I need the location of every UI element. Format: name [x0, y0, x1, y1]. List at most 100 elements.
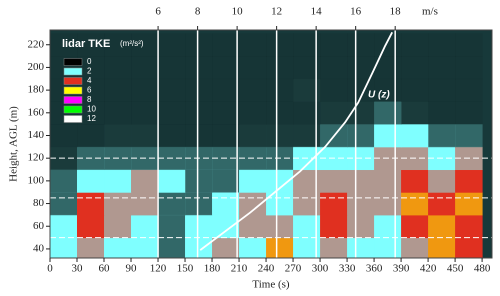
heatmap-cell [239, 237, 267, 258]
x-tick-label: 30 [72, 263, 84, 275]
heatmap-cell [212, 124, 240, 148]
heatmap-cell [320, 169, 348, 193]
legend-swatch [63, 86, 83, 95]
plot-frame [49, 29, 493, 259]
heatmap-cell [266, 33, 294, 57]
heatmap-cell [77, 237, 105, 258]
heatmap-cell [266, 169, 294, 193]
legend-label: 2 [87, 67, 92, 76]
heatmap-cell [77, 214, 105, 239]
heatmap-cell [104, 78, 132, 102]
top-tick-label: 8 [195, 6, 201, 18]
heatmap-cell [428, 169, 456, 193]
heatmap-cell [455, 169, 483, 193]
heatmap-cell [50, 237, 78, 258]
x-tick-label: 300 [312, 263, 329, 275]
heatmap-cell [293, 237, 321, 258]
y-tick-label: 160 [28, 106, 45, 118]
heatmap-cell [374, 237, 402, 258]
heatmap-cell [50, 192, 78, 216]
heatmap-cell [293, 56, 321, 80]
heatmap-cell [212, 237, 240, 258]
heatmap-cell [50, 214, 78, 239]
x-tick-label: 270 [285, 263, 302, 275]
heatmap-cell [455, 124, 483, 148]
wind-profile [199, 31, 393, 251]
heatmap-cell [401, 169, 429, 193]
legend-swatch [63, 105, 83, 114]
heatmap-cell [428, 56, 456, 80]
heatmap-cell [104, 192, 132, 216]
heatmap-cell [131, 192, 159, 216]
heatmap-cell [401, 101, 429, 125]
heatmap-cell [158, 33, 186, 57]
heatmap-cell [428, 33, 456, 57]
heatmap-cell [293, 124, 321, 148]
heatmap-cell [293, 101, 321, 125]
heatmap-cell [347, 192, 375, 216]
heatmap-cell [320, 214, 348, 239]
heatmap-cell [185, 214, 213, 239]
heatmap-cell [266, 237, 294, 258]
heatmap-cell [293, 214, 321, 239]
y-axis-label: Height, AGL (m) [8, 106, 20, 182]
y-tick-label: 100 [28, 174, 45, 186]
x-tick-label: 150 [177, 263, 194, 275]
heatmap-cell [212, 33, 240, 57]
heatmap-cell [401, 192, 429, 216]
heatmap-cell [455, 56, 483, 80]
heatmap-cell [131, 101, 159, 125]
legend-label: 8 [87, 95, 92, 104]
heatmap-cell [293, 78, 321, 102]
heatmap-cell [239, 101, 267, 125]
heatmap-cell [428, 214, 456, 239]
x-tick-label: 60 [99, 263, 111, 275]
legend-label: 6 [87, 86, 92, 95]
top-tick-label: 12 [271, 6, 282, 18]
heatmap-cell [77, 169, 105, 193]
heatmap-cell [401, 78, 429, 102]
heatmap-cell [212, 169, 240, 193]
heatmap-cell [374, 192, 402, 216]
heatmap-cell [347, 214, 375, 239]
heatmap-cell [212, 56, 240, 80]
y-tick-label: 40 [33, 242, 45, 254]
heatmap-cell [239, 124, 267, 148]
heatmap-cell [428, 78, 456, 102]
x-tick-label: 240 [258, 263, 275, 275]
heatmap-cell [131, 56, 159, 80]
heatmap-cell [428, 237, 456, 258]
heatmap-cell [158, 124, 186, 148]
heatmap-cell [374, 169, 402, 193]
heatmap-cell [401, 124, 429, 148]
heatmap-cell [185, 192, 213, 216]
heatmap-cell [77, 101, 105, 125]
x-tick-label: 420 [420, 263, 437, 275]
top-tick-label: 16 [350, 6, 362, 18]
legend-swatch [63, 58, 83, 66]
heatmap-cell [77, 33, 105, 57]
heatmap-cell [185, 33, 213, 57]
heatmap-cell [374, 124, 402, 148]
legend-swatch [63, 96, 83, 104]
x-tick-label: 450 [447, 263, 464, 275]
heatmap-cell [239, 78, 267, 102]
x-tick-label: 390 [393, 263, 410, 275]
legend-title: lidar TKE [62, 38, 110, 50]
heatmap-cell [455, 192, 483, 216]
heatmap-cell [131, 78, 159, 102]
top-tick-label: 6 [155, 6, 161, 18]
heatmap-cell [239, 56, 267, 80]
heatmap-cell [347, 33, 375, 57]
heatmap-cell [212, 214, 240, 239]
y-tick-label: 140 [28, 129, 45, 141]
heatmap-cell [401, 56, 429, 80]
legend-label: 4 [87, 76, 92, 85]
heatmap-cell [158, 56, 186, 80]
heatmap-cell [50, 124, 78, 148]
heatmap-cell [104, 101, 132, 125]
heatmap-cell [158, 101, 186, 125]
x-tick-label: 330 [339, 263, 356, 275]
heatmap-cell [185, 78, 213, 102]
